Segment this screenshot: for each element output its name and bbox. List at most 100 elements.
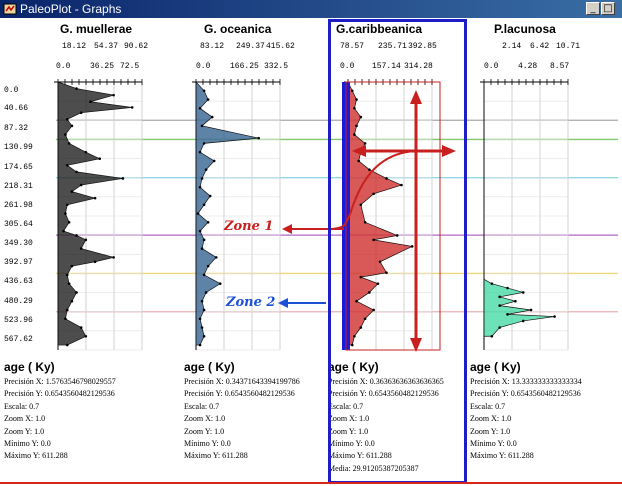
info-line: Máximo Y: 611.288 [4, 451, 68, 461]
info-line: Zoom Y: 1.0 [328, 426, 369, 436]
data-point [529, 308, 533, 312]
data-point [212, 159, 216, 163]
data-point [64, 317, 67, 321]
data-point [70, 264, 74, 268]
data-point [67, 282, 71, 285]
arrow-head [410, 338, 422, 352]
info-line: Escala: 0.7 [4, 401, 40, 411]
data-point [65, 273, 69, 277]
top-tick-label: 2.14 [502, 42, 522, 51]
info-line: Precisión Y: 0.6543560482129536 [328, 389, 439, 399]
panel-title: G. oceanica [204, 22, 272, 36]
data-point [521, 319, 525, 323]
fit-curve [331, 150, 417, 230]
data-point [410, 245, 414, 248]
zone-2-label: Zone 2 [226, 295, 276, 310]
app-icon [3, 3, 17, 15]
info-line: Precisión X: 1.5763546798029557 [4, 377, 116, 386]
data-point [198, 107, 202, 110]
panel-title: G.caribbeanica [336, 22, 423, 36]
zone-frame [345, 81, 441, 351]
data-point [67, 220, 71, 224]
data-point [208, 194, 212, 198]
panel-info: Precisión X: 1.5763546798029557 Precisión… [4, 376, 116, 463]
info-line: Zoom Y: 1.0 [470, 426, 511, 436]
data-point [372, 238, 375, 242]
data-point [198, 343, 202, 347]
top-tick-label: 235.71 [378, 42, 407, 51]
data-point [75, 291, 78, 294]
data-point [79, 111, 83, 114]
bottom-tick-label: 166.25 [230, 62, 259, 71]
data-point [98, 157, 102, 161]
data-point [490, 334, 494, 338]
depth-tick-label: 523.96 [4, 315, 33, 325]
depth-tick-label: 174.65 [4, 162, 33, 172]
maximize-button[interactable]: □ [601, 2, 615, 15]
axis-label: age ( Ky) [328, 360, 379, 374]
top-tick-label: 10.71 [556, 42, 581, 51]
info-line: Mínimo Y: 0.0 [328, 438, 375, 448]
info-line: Zoom X: 1.0 [470, 414, 512, 424]
title-bar[interactable]: PaleoPlot - Graphs _ □ [0, 0, 622, 18]
depth-tick-label: 392.97 [4, 258, 33, 268]
arrow-head [278, 298, 288, 308]
maximize-icon: □ [603, 3, 613, 14]
info-line: Media: 29.91205387205387 [328, 463, 419, 473]
data-point [202, 308, 206, 312]
data-point [196, 212, 200, 215]
data-point [385, 177, 388, 180]
data-point [355, 299, 358, 303]
data-point [368, 168, 371, 171]
zone-1-label: Zone 1 [224, 219, 274, 234]
data-point [498, 295, 501, 299]
data-point [79, 183, 83, 187]
data-point [355, 98, 358, 101]
top-tick-label: 90.62 [124, 42, 149, 51]
axis-label: age ( Ky) [184, 360, 235, 374]
info-line: Mínimo Y: 0.0 [4, 438, 51, 448]
top-tick-label: 392.85 [408, 42, 437, 51]
data-point [490, 282, 494, 285]
panel-info: Precisión X: 13.333333333333334 Precisión… [470, 376, 582, 463]
info-line: Precisión X: 13.333333333333334 [470, 377, 582, 386]
info-line: Precisión X: 0.34371643394199786 [184, 377, 300, 386]
info-line: Precisión X: 0.3636363636363636​5 [328, 377, 444, 386]
data-point [363, 220, 367, 224]
data-point [202, 89, 206, 93]
data-point [75, 170, 78, 174]
data-point [198, 229, 202, 233]
minimize-button[interactable]: _ [586, 2, 600, 15]
bottom-tick-label: 0.0 [196, 62, 211, 71]
data-point [355, 124, 358, 128]
axis-label: age ( Ky) [4, 360, 55, 374]
bottom-tick-label: 0.0 [340, 62, 355, 71]
info-line: Máximo Y: 611.288 [328, 451, 392, 461]
data-point [353, 107, 356, 110]
data-point [353, 334, 356, 338]
data-point [62, 229, 65, 233]
minimize-icon: _ [590, 3, 596, 14]
data-point [353, 133, 356, 136]
data-point [376, 282, 380, 285]
depth-tick-label: 305.64 [4, 219, 33, 229]
data-point [210, 115, 214, 119]
depth-tick-label: 261.98 [4, 200, 33, 210]
data-point [363, 142, 367, 145]
depth-tick-label: 567.62 [4, 334, 33, 344]
arrow-head [410, 90, 422, 104]
data-point [385, 271, 388, 275]
bottom-tick-label: 332.5 [264, 62, 289, 71]
bottom-tick-label: 157.14 [372, 62, 401, 71]
top-tick-label: 54.37 [94, 42, 119, 51]
depth-tick-label: 0.0 [4, 86, 19, 95]
data-point [368, 291, 371, 294]
top-tick-label: 78.57 [340, 42, 365, 51]
bottom-tick-label: 72.5 [120, 62, 140, 71]
data-point [204, 168, 208, 171]
window-title: PaleoPlot - Graphs [20, 2, 122, 16]
bottom-tick-label: 4.28 [518, 62, 538, 71]
data-point [64, 133, 67, 136]
data-point [70, 190, 74, 193]
